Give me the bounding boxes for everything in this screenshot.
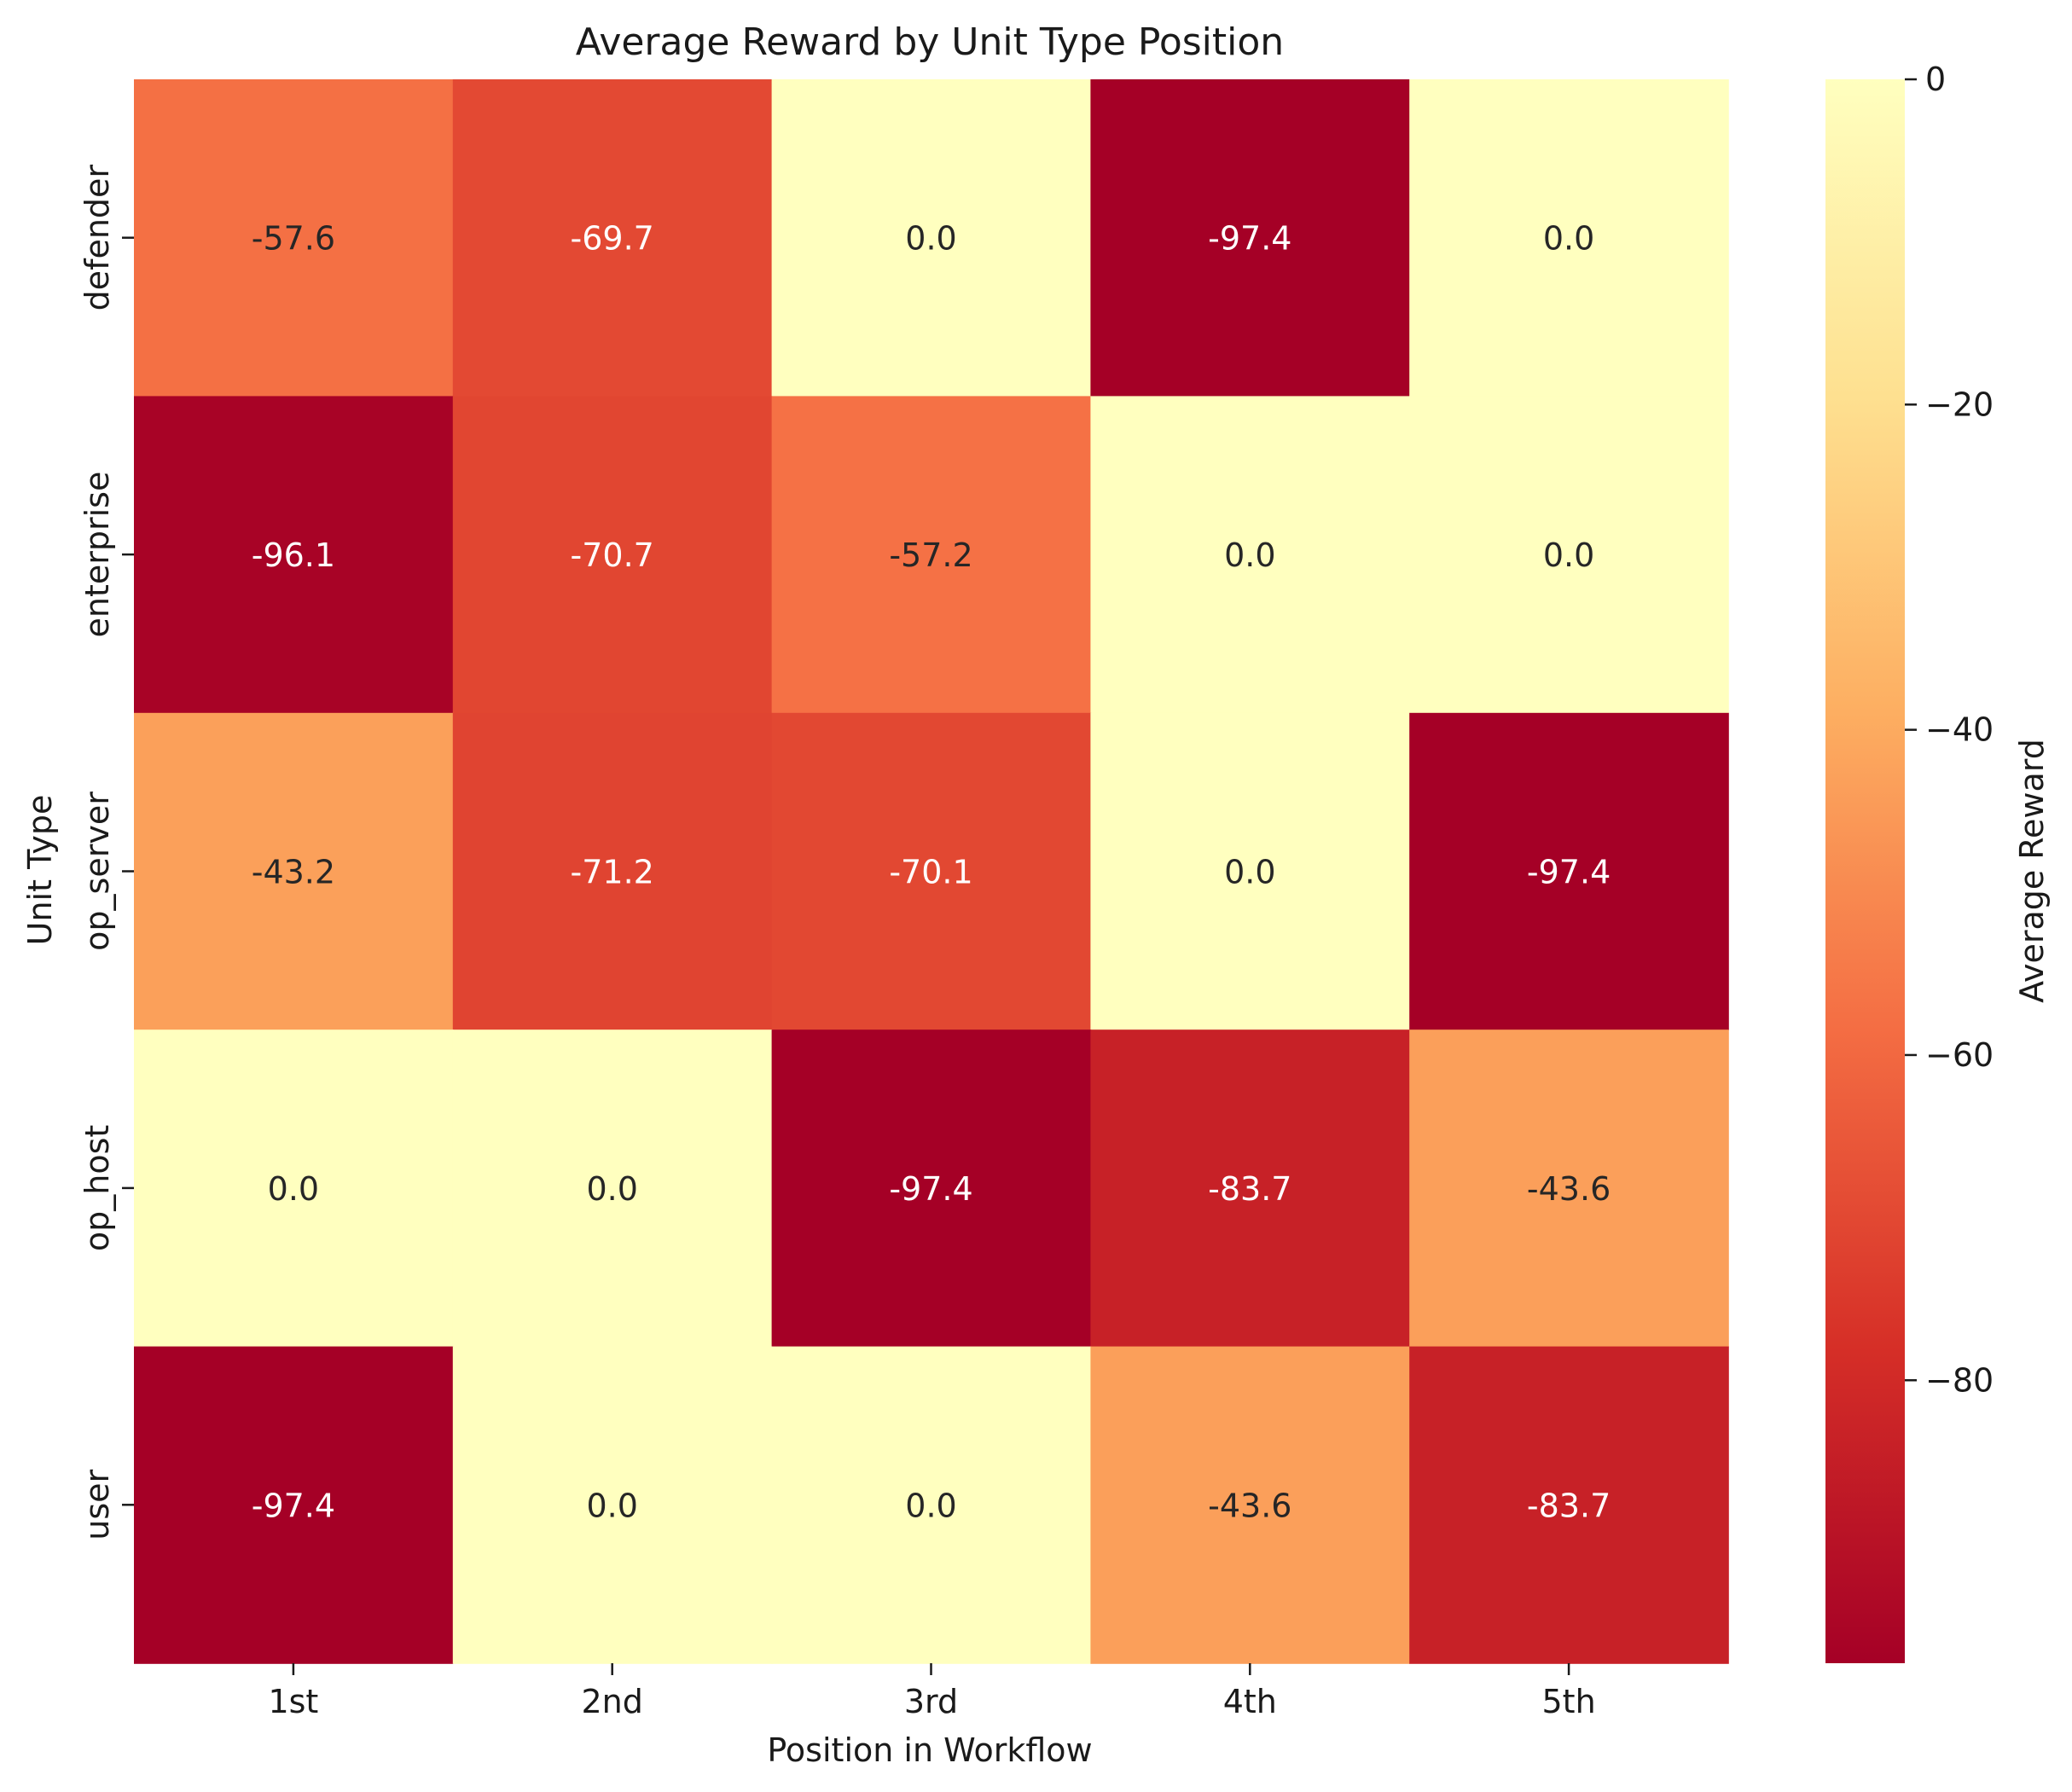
cell-value-label: -43.6 (1208, 1487, 1291, 1524)
cell-value-label: -70.1 (889, 854, 972, 891)
cell-value-label: -83.7 (1208, 1170, 1291, 1208)
heatmap-cell-enterprise-5th (1409, 396, 1729, 714)
colorbar: 0 −20 −40 −60 −80 (1825, 61, 1994, 1663)
x-tick-label: 1st (268, 1683, 318, 1720)
cell-value-label: 0.0 (905, 1487, 956, 1524)
heatmap-cell-op_server-4th (1090, 712, 1410, 1030)
cell-value-label: -57.2 (889, 536, 972, 574)
heatmap-cell-op_host-1st (134, 1029, 454, 1348)
cell-value-label: 0.0 (586, 1170, 637, 1208)
heatmap-cell-defender-5th (1409, 79, 1729, 397)
colorbar-tick-label: −80 (1925, 1361, 1994, 1399)
cell-value-label: 0.0 (1224, 536, 1275, 574)
colorbar-tick-label: −60 (1925, 1036, 1994, 1074)
heatmap-cell-user-1st (134, 1346, 454, 1664)
cell-value-label: -71.2 (571, 854, 654, 891)
heatmap-cell-defender-4th (1090, 79, 1410, 397)
heatmap-cell-enterprise-3rd (771, 396, 1092, 714)
heatmap-cell-op_server-5th (1409, 712, 1729, 1030)
chart-title: Average Reward by Unit Type Position (576, 20, 1284, 64)
cell-value-label: -57.6 (252, 220, 335, 258)
y-tick-label: user (78, 1469, 116, 1540)
cell-value-label: 0.0 (1224, 854, 1275, 891)
y-tick-label: defender (78, 165, 116, 311)
x-axis-label: Position in Workflow (767, 1731, 1092, 1769)
cell-value-label: 0.0 (905, 220, 956, 258)
cell-value-label: -43.6 (1527, 1170, 1611, 1208)
cell-value-label: -70.7 (571, 536, 654, 574)
colorbar-gradient (1825, 79, 1905, 1663)
x-tick-label: 4th (1223, 1683, 1277, 1720)
y-tick-label: enterprise (78, 472, 116, 638)
heatmap-cell-user-5th (1409, 1346, 1729, 1664)
x-tick-label: 2nd (582, 1683, 643, 1720)
cell-value-label: -96.1 (252, 536, 335, 574)
heatmap-cell-op_server-1st (134, 712, 454, 1030)
heatmap-cell-defender-3rd (771, 79, 1092, 397)
cell-value-label: -97.4 (252, 1487, 335, 1524)
cell-value-label: 0.0 (268, 1170, 319, 1208)
x-axis: 1st 2nd 3rd 4th 5th (268, 1663, 1596, 1720)
heatmap-cell-op_server-2nd (452, 712, 773, 1030)
heatmap-cell-enterprise-4th (1090, 396, 1410, 714)
cell-value-label: -69.7 (571, 220, 654, 258)
x-tick-label: 5th (1542, 1683, 1596, 1720)
cell-value-label: -97.4 (1208, 220, 1291, 258)
colorbar-label: Average Reward (2013, 739, 2051, 1003)
cell-value-label: 0.0 (1543, 220, 1594, 258)
heatmap-cell-op_host-4th (1090, 1029, 1410, 1348)
cell-value-label: -83.7 (1527, 1487, 1611, 1524)
colorbar-tick-label: −20 (1925, 386, 1994, 423)
cell-value-label: -97.4 (1527, 854, 1611, 891)
y-tick-label: op_host (78, 1125, 116, 1251)
heatmap-cells (134, 79, 1729, 1664)
cell-value-label: -43.2 (252, 854, 335, 891)
heatmap-cell-defender-1st (134, 79, 454, 397)
heatmap-cell-op_host-2nd (452, 1029, 773, 1348)
y-tick-label: op_server (78, 792, 116, 951)
heatmap-cell-op_server-3rd (771, 712, 1092, 1030)
heatmap-cell-enterprise-1st (134, 396, 454, 714)
heatmap-cell-enterprise-2nd (452, 396, 773, 714)
heatmap-cell-op_host-3rd (771, 1029, 1092, 1348)
heatmap-cell-defender-2nd (452, 79, 773, 397)
heatmap-cell-op_host-5th (1409, 1029, 1729, 1348)
x-tick-label: 3rd (904, 1683, 958, 1720)
heatmap-cell-user-3rd (771, 1346, 1092, 1664)
y-axis-label: Unit Type (21, 795, 59, 946)
cell-value-label: 0.0 (1543, 536, 1594, 574)
heatmap-cell-user-4th (1090, 1346, 1410, 1664)
heatmap-cell-labels: -57.6 -69.7 0.0 -97.4 0.0 -96.1 -70.7 -57.2 0.0 0… (252, 220, 1611, 1525)
colorbar-tick-label: 0 (1925, 61, 1946, 98)
cell-value-label: 0.0 (586, 1487, 637, 1524)
cell-value-label: -97.4 (889, 1170, 972, 1208)
heatmap-cell-user-2nd (452, 1346, 773, 1664)
colorbar-tick-label: −40 (1925, 711, 1994, 749)
